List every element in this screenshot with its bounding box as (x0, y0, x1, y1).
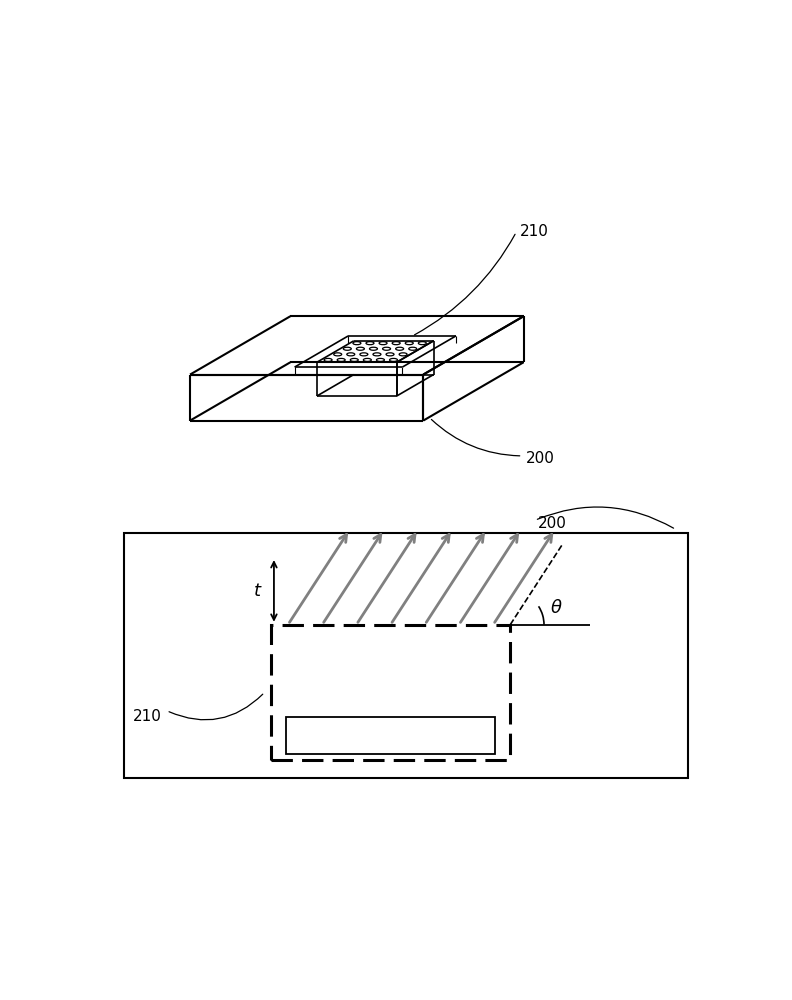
Text: t: t (253, 582, 261, 600)
Text: 200: 200 (526, 451, 554, 466)
Text: 200: 200 (538, 516, 567, 531)
Bar (124, 533, 688, 778)
Bar (271, 625, 510, 760)
Text: 210: 210 (133, 709, 162, 724)
Bar (286, 717, 495, 754)
Text: $\theta$: $\theta$ (550, 599, 563, 617)
Text: 210: 210 (520, 224, 548, 239)
